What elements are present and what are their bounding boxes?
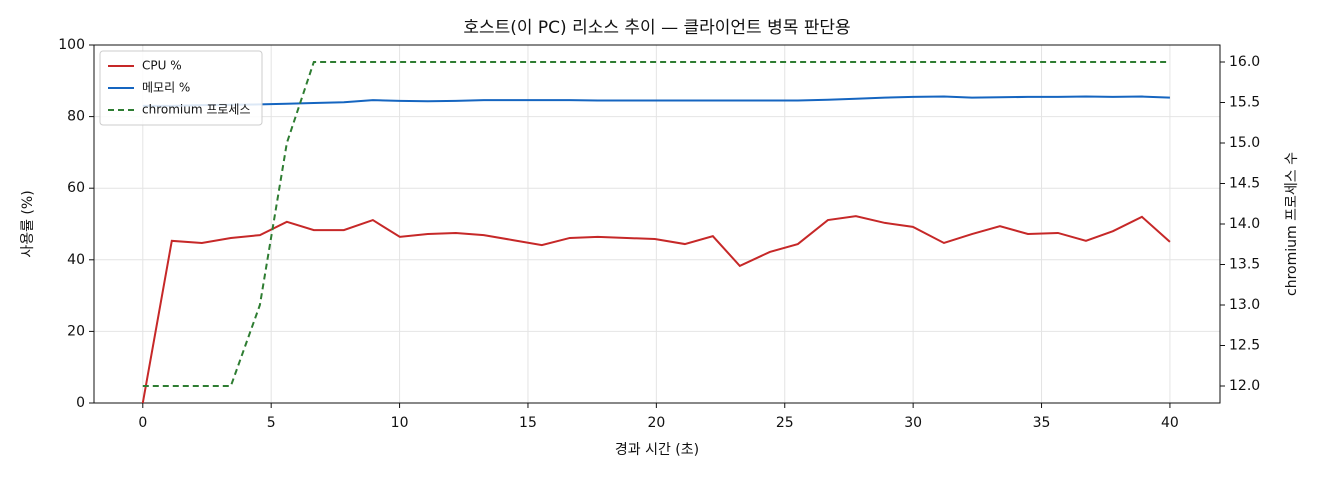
y-tick-label: 100	[58, 37, 85, 53]
y2-tick-label: 13.5	[1229, 256, 1260, 272]
y2-tick-label: 14.5	[1229, 176, 1260, 192]
x-tick-label: 20	[647, 415, 665, 431]
y2-tick-label: 15.5	[1229, 95, 1260, 111]
legend-box	[99, 50, 263, 126]
y2-tick-label: 12.0	[1229, 378, 1260, 394]
plot-frame	[93, 44, 1221, 404]
x-tick-label: 40	[1161, 415, 1179, 431]
legend-label: 메모리 %	[142, 81, 190, 95]
series-line	[142, 95, 1170, 107]
y2-axis-label: chromium 프로세스 수	[1284, 152, 1300, 296]
chart-title: 호스트(이 PC) 리소스 추이 — 클라이언트 병목 판단용	[463, 18, 850, 38]
y-tick-label: 0	[76, 395, 85, 411]
x-tick-label: 35	[1033, 415, 1051, 431]
y2-tick-label: 14.0	[1229, 216, 1260, 232]
x-tick-label: 0	[138, 415, 147, 431]
x-tick-label: 30	[904, 415, 922, 431]
y2-tick-label: 16.0	[1229, 54, 1260, 70]
y-tick-label: 80	[67, 109, 85, 125]
x-tick-label: 10	[391, 415, 409, 431]
y-tick-label: 60	[67, 180, 85, 196]
y2-tick-label: 12.5	[1229, 337, 1260, 353]
y2-tick-label: 15.0	[1229, 135, 1260, 151]
y2-tick-label: 13.0	[1229, 297, 1260, 313]
y-axis-label: 사용률 (%)	[20, 190, 36, 257]
series-line	[141, 215, 1171, 404]
x-axis-label: 경과 시간 (초)	[615, 442, 699, 458]
legend-label: CPU %	[142, 59, 182, 73]
y-tick-label: 20	[67, 323, 85, 339]
x-tick-label: 25	[776, 415, 794, 431]
series-line	[142, 61, 1170, 387]
x-tick-label: 15	[519, 415, 537, 431]
legend-label: chromium 프로세스	[142, 103, 251, 117]
x-tick-label: 5	[267, 415, 276, 431]
y-tick-label: 40	[67, 252, 85, 268]
